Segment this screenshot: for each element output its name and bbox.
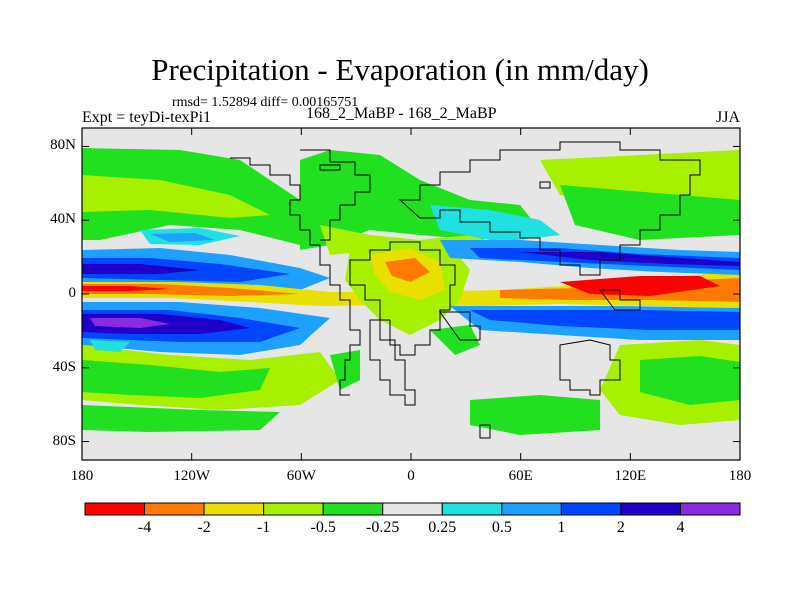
x-tick-label: 180	[728, 468, 752, 484]
coast-southamerica-e	[369, 319, 416, 406]
y-tick-label: 0	[68, 285, 77, 301]
map-field	[82, 128, 740, 460]
colorbar-swatch	[382, 502, 443, 516]
coast-australia	[559, 339, 621, 396]
subtitle: 168_2_MaBP - 168_2_MaBP	[306, 105, 497, 122]
field-green-southern	[82, 405, 280, 432]
coast-maritime	[599, 289, 641, 311]
field-blue-npac	[150, 233, 215, 242]
stats-text: rmsd= 1.52894 diff= 0.00165751	[172, 95, 359, 110]
axis-ticks	[81, 128, 741, 460]
field-green-nwpacific	[560, 185, 740, 240]
colorbar-label: 4	[676, 519, 685, 536]
colorbar	[84, 502, 741, 516]
coast-americas-w	[230, 157, 361, 396]
field-orange-africa	[385, 258, 430, 282]
field-purple-trops-w	[90, 318, 170, 328]
coastlines	[230, 141, 701, 439]
colorbar-label: -2	[197, 519, 211, 536]
coast-africa	[349, 241, 456, 356]
colorbar-swatch	[560, 502, 622, 516]
season-label: JJA	[715, 109, 740, 126]
experiment-label: Expt = teyDi-texPi1	[82, 109, 212, 126]
colorbar-swatch	[501, 502, 562, 516]
coast-northamerica-e	[300, 149, 371, 241]
colorbar-label: -0.25	[366, 519, 400, 536]
x-tick-label: 120W	[173, 468, 210, 484]
x-tick-label: 180	[70, 468, 94, 484]
coast-island-s	[479, 424, 491, 439]
field-green-sindian	[430, 325, 480, 355]
colorbar-label: 1	[557, 519, 566, 536]
colorbar-label: -1	[256, 519, 271, 536]
coast-eurasia	[398, 141, 701, 276]
field-green-sepacific	[640, 356, 740, 405]
plot-title: Precipitation - Evaporation (in mm/day)	[151, 52, 649, 87]
colorbar-swatch	[322, 502, 384, 516]
field-dblue-trops-e	[470, 310, 740, 330]
x-tick-label: 60W	[286, 468, 316, 484]
coast-madagascar	[439, 311, 481, 341]
field-green-sindian-s	[470, 395, 600, 435]
y-tick-label: 40N	[50, 211, 76, 228]
coast-lake	[539, 181, 551, 189]
x-tick-label: 120E	[614, 468, 647, 484]
field-lgreen-npacific	[82, 175, 270, 218]
colorbar-label: 0.25	[428, 519, 457, 536]
x-tick-label: 60E	[508, 468, 533, 484]
colorbar-swatch	[203, 502, 265, 516]
colorbar-swatch	[84, 502, 146, 516]
field-green-spacific	[82, 360, 270, 398]
colorbar-label: -4	[137, 519, 152, 536]
field-navy-monsoon	[520, 252, 740, 266]
colorbar-swatch	[620, 502, 681, 516]
coast-greenland-part	[319, 164, 341, 171]
field-navy-tropn	[82, 264, 200, 274]
colorbar-label: -0.5	[310, 519, 336, 536]
field-red-equator-w	[82, 286, 170, 291]
colorbar-swatch	[144, 502, 205, 516]
y-tick-label: 80S	[52, 432, 76, 449]
x-tick-label: 0	[407, 468, 415, 484]
colorbar-swatch	[441, 502, 503, 516]
y-tick-label: 80N	[50, 137, 76, 154]
colorbar-label: 0.5	[491, 519, 512, 536]
colorbar-swatch	[679, 502, 741, 516]
colorbar-swatch	[263, 502, 324, 516]
field-cyan-asia	[430, 205, 560, 242]
field-red-wpacific	[560, 276, 720, 296]
colorbar-label: 2	[616, 519, 625, 536]
y-tick-label: 40S	[52, 358, 76, 375]
field-cyan-spac	[90, 340, 130, 352]
